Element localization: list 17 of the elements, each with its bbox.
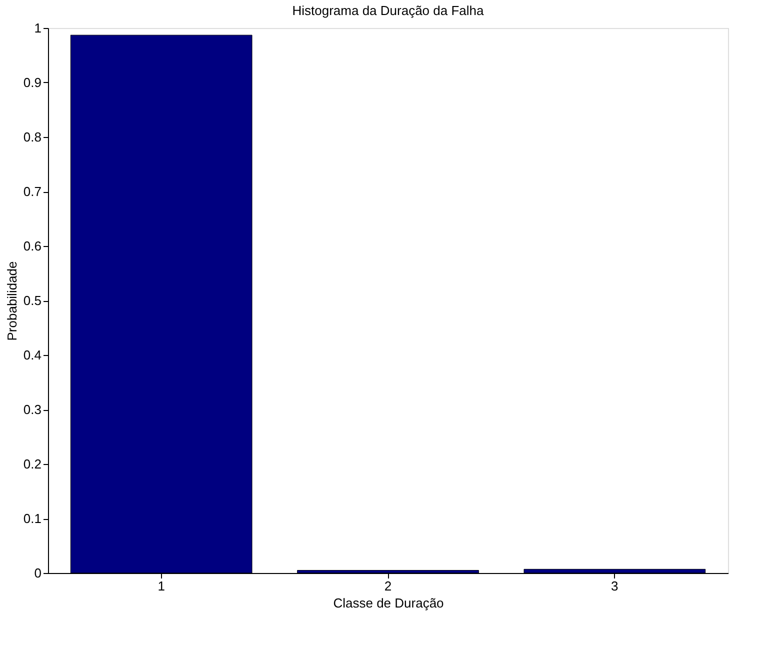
y-tick-label: 0.1 <box>23 511 42 526</box>
y-tick-label: 0.9 <box>23 75 42 90</box>
x-tick-label: 3 <box>611 578 618 594</box>
y-tick-label: 0 <box>34 566 42 580</box>
y-tick-label: 0.3 <box>23 402 42 417</box>
y-tick-label: 1 <box>34 20 42 36</box>
y-tick-label: 0.5 <box>23 293 42 308</box>
y-tick-label: 0.2 <box>23 456 42 472</box>
y-tick-label: 0.8 <box>23 130 42 144</box>
x-tick-label: 2 <box>384 578 392 594</box>
y-tick-label: 0.6 <box>23 238 42 254</box>
y-axis-title: Probabilidade <box>4 261 20 341</box>
x-axis-title: Classe de Duração <box>333 596 444 610</box>
y-tick-label: 0.7 <box>23 184 42 199</box>
x-tick-label: 1 <box>158 578 165 594</box>
chart-title: Histograma da Duração da Falha <box>292 3 485 18</box>
y-tick-label: 0.4 <box>23 348 42 362</box>
